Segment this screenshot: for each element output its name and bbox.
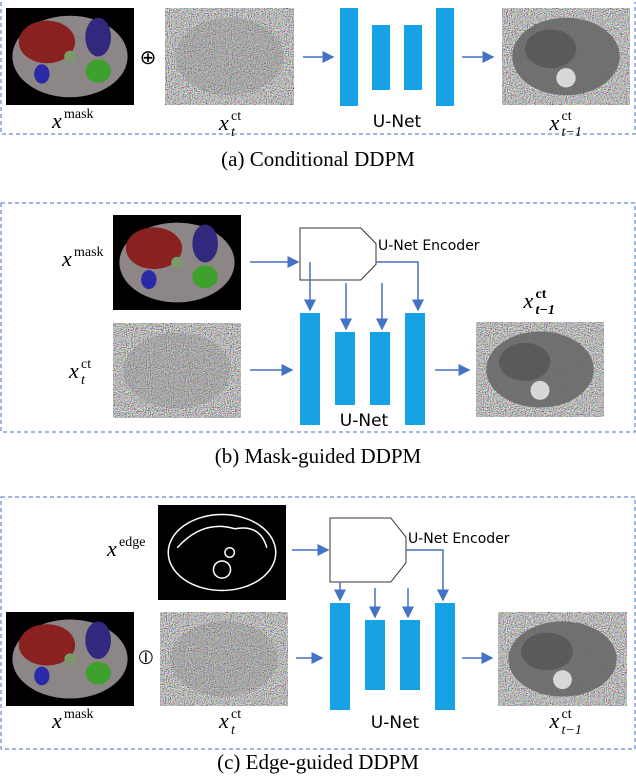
math-sub: t−1 [562, 125, 582, 140]
math-sup: ct [536, 287, 547, 302]
unet-encoder [299, 227, 377, 281]
aorta [64, 653, 76, 665]
kidney-l [192, 265, 218, 289]
caption: (c) Edge-guided DDPM [217, 750, 419, 774]
liver [18, 20, 76, 64]
noisy-ct-image [165, 8, 294, 105]
unet-block [365, 620, 385, 690]
operator: ⦶ [139, 647, 154, 669]
ct-output-image [476, 322, 604, 417]
math-base: x [218, 708, 229, 733]
spleen [192, 224, 218, 263]
unet-block [370, 332, 390, 405]
unet-block [340, 8, 358, 106]
spine [556, 68, 576, 88]
caption: (a) Conditional DDPM [221, 147, 415, 171]
mask-image [6, 8, 134, 105]
math-sup: ct [562, 109, 572, 124]
spine [212, 560, 232, 579]
math-sub: t [231, 125, 236, 140]
spleen [85, 17, 111, 57]
unet-block [435, 603, 455, 710]
unet-encoder [329, 517, 407, 583]
edge-image [158, 505, 286, 600]
organ [525, 29, 577, 69]
ct-output-image [498, 612, 627, 706]
unet-label: U-Net [371, 713, 420, 733]
math-base: x [218, 110, 229, 135]
math-base: x [61, 246, 72, 271]
organ [521, 632, 573, 671]
unet-label: U-Net [340, 411, 389, 431]
math-sup: mask [64, 107, 94, 122]
spine [530, 380, 550, 400]
unet-block [330, 603, 350, 710]
math-sup: mask [64, 707, 94, 722]
bg [158, 505, 286, 600]
noisy-ct-image [113, 323, 241, 418]
math-sup: ct [562, 707, 572, 722]
unet-block [404, 25, 422, 90]
unet-block [372, 25, 390, 90]
unet-label: U-Net [373, 112, 422, 132]
noise [113, 323, 241, 418]
unet-block [300, 313, 320, 425]
math-sup: edge [119, 535, 145, 550]
kidney-l [85, 59, 111, 83]
organs [176, 525, 268, 549]
mask-image [6, 612, 134, 706]
math-sup: ct [231, 707, 241, 722]
math-base: x [549, 110, 560, 135]
body [175, 17, 284, 96]
math-sup: ct [81, 357, 91, 372]
aorta [224, 547, 236, 558]
math-base: x [51, 708, 62, 733]
unet-block [335, 332, 355, 405]
math-sub: t−1 [536, 303, 555, 318]
spleen [85, 621, 111, 659]
unet-block [405, 313, 425, 425]
noisy-ct-image [160, 612, 288, 706]
connector [376, 261, 424, 312]
math-sub: t−1 [562, 723, 582, 738]
math-sup: mask [74, 245, 104, 260]
encoder-label: U-Net Encoder [378, 238, 480, 254]
organ [499, 342, 551, 381]
math-sub: t [81, 373, 86, 388]
connector [406, 549, 449, 602]
unet-block [400, 620, 420, 690]
noise [165, 8, 294, 105]
panel-borders [0, 2, 636, 750]
kidney-r [141, 270, 157, 290]
liver [125, 227, 183, 270]
outline [167, 513, 277, 592]
ct-output-image [502, 8, 630, 105]
math-base: x [51, 108, 62, 133]
operator: ⊕ [140, 47, 157, 69]
body [123, 332, 231, 409]
math-base: x [106, 536, 117, 561]
body [170, 621, 278, 697]
caption: (b) Mask-guided DDPM [215, 444, 422, 468]
mask-image [113, 215, 241, 310]
unet-block [436, 8, 454, 106]
kidney-r [34, 64, 50, 84]
liver [18, 624, 76, 666]
noise [160, 612, 288, 706]
math-base: x [68, 358, 79, 383]
aorta [64, 50, 76, 63]
encoder-label: U-Net Encoder [408, 531, 510, 547]
kidney-r [34, 666, 50, 686]
spine [553, 670, 572, 690]
math-sup: ct [231, 109, 241, 124]
kidney-l [85, 661, 111, 685]
math-base: x [549, 708, 560, 733]
aorta [171, 256, 183, 269]
math-base: x [523, 288, 534, 313]
math-sub: t [231, 723, 236, 738]
